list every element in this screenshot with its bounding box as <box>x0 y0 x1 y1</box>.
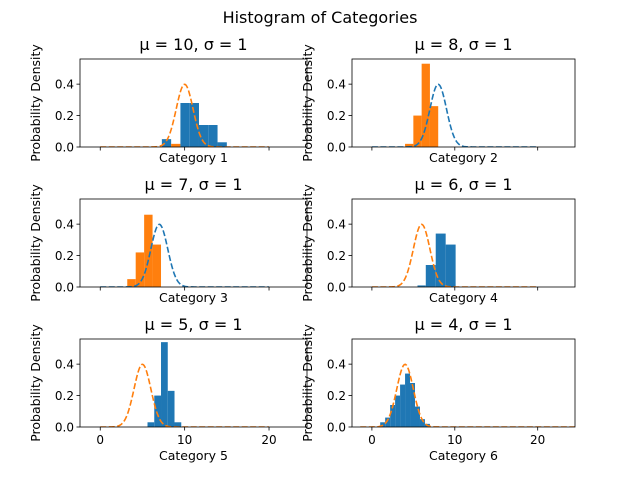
plot-area <box>100 342 270 427</box>
histogram-bar <box>135 252 145 287</box>
histogram-bar <box>405 143 414 147</box>
subplot-2: 0.0 0.2 0.4 μ = 8, σ = 1 Category 2 Probabili… <box>300 35 576 165</box>
y-tick-label: 0.4 <box>327 218 346 232</box>
y-tick-label: 0.2 <box>327 109 346 123</box>
histogram-bar <box>385 417 391 427</box>
y-tick-label: 0.2 <box>55 389 74 403</box>
y-axis-label: Probability Density <box>28 184 43 302</box>
x-axis-label: Category 6 <box>429 448 498 463</box>
histogram-bar <box>127 279 136 287</box>
y-tick-label: 0.4 <box>327 358 346 372</box>
histogram-bar <box>425 265 436 287</box>
axes-frame <box>351 58 576 148</box>
subplot-4: 0.0 0.2 0.4 μ = 6, σ = 1 Category 4 Probabili… <box>300 175 576 305</box>
histogram-bar <box>417 285 426 287</box>
histogram-bar <box>400 384 406 427</box>
axes-frame <box>351 338 576 428</box>
histogram-bar <box>413 115 422 147</box>
histogram-bar <box>147 422 155 427</box>
normal-pdf-curve <box>100 83 270 147</box>
y-tick-label: 0.0 <box>55 281 74 295</box>
axes-frame <box>79 198 308 288</box>
subplot-1: 0.0 0.2 0.4 μ = 10, σ = 1 Category 1 Probabil… <box>28 35 308 165</box>
histogram-bar <box>167 390 175 427</box>
y-tick-label: 0.0 <box>327 421 346 435</box>
subplot-3: 0.0 0.2 0.4 μ = 7, σ = 1 Category 3 Probabili… <box>28 175 308 305</box>
histogram-bar <box>174 422 182 427</box>
histogram-bar <box>435 233 446 287</box>
y-axis-label: Probability Density <box>28 324 43 442</box>
plot-area <box>100 83 270 147</box>
y-axis-label: Probability Density <box>300 44 315 162</box>
y-tick-label: 0.4 <box>55 78 74 92</box>
subplot-6: 0.0 0.2 0.4 0 10 20 μ = 4, σ = 1 Category 6 Prob… <box>300 315 576 463</box>
normal-pdf-curve <box>100 363 270 427</box>
histogram-bar <box>161 139 172 147</box>
y-tick-label: 0.2 <box>55 249 74 263</box>
y-tick-label: 0.2 <box>327 249 346 263</box>
histogram-bar <box>421 63 430 147</box>
y-tick-label: 0.0 <box>55 421 74 435</box>
x-tick-label: 10 <box>177 433 192 447</box>
subplot-title: μ = 5, σ = 1 <box>144 315 242 334</box>
subplot-grid: 0.0 0.2 0.4 μ = 10, σ = 1 Category 1 Probabil… <box>28 35 576 463</box>
subplot-title: μ = 6, σ = 1 <box>414 175 512 194</box>
histogram-bar <box>144 214 153 287</box>
y-tick-label: 0.4 <box>327 78 346 92</box>
y-axis-label: Probability Density <box>300 184 315 302</box>
axes-frame <box>79 58 308 148</box>
histogram-bar <box>180 103 190 147</box>
histogram-bar <box>208 125 218 147</box>
histogram-bar <box>152 244 162 287</box>
y-tick-label: 0.0 <box>327 281 346 295</box>
y-tick-label: 0.2 <box>327 389 346 403</box>
x-tick-label: 0 <box>368 433 376 447</box>
histogram-bar <box>405 373 411 427</box>
subplot-title: μ = 10, σ = 1 <box>139 35 247 54</box>
x-tick-label: 10 <box>447 433 462 447</box>
y-tick-label: 0.0 <box>55 141 74 155</box>
x-axis-label: Category 1 <box>159 150 228 165</box>
x-axis-label: Category 2 <box>429 150 498 165</box>
histogram-bar <box>390 405 396 427</box>
histogram-bar <box>171 143 181 147</box>
subplot-title: μ = 8, σ = 1 <box>414 35 512 54</box>
x-axis-label: Category 4 <box>429 290 498 305</box>
x-tick-label: 20 <box>530 433 545 447</box>
x-axis-label: Category 5 <box>159 448 228 463</box>
histogram-bar <box>217 142 227 147</box>
y-tick-label: 0.2 <box>55 109 74 123</box>
axes-frame <box>351 198 576 288</box>
y-tick-label: 0.4 <box>55 218 74 232</box>
histogram-bar <box>419 419 425 427</box>
y-tick-label: 0.4 <box>55 358 74 372</box>
x-tick-label: 20 <box>261 433 276 447</box>
histogram-bar <box>154 395 162 427</box>
figure-suptitle: Histogram of Categories <box>223 8 418 27</box>
histogram-bar <box>395 395 401 427</box>
histogram-bar <box>410 383 416 427</box>
histogram-bar <box>161 342 168 427</box>
x-tick-label: 0 <box>96 433 104 447</box>
axes-frame <box>79 338 308 428</box>
x-axis-label: Category 3 <box>159 290 228 305</box>
histogram-bar <box>429 106 439 147</box>
histogram-bar <box>189 103 199 147</box>
y-axis-label: Probability Density <box>28 44 43 162</box>
histogram-bar <box>445 244 456 287</box>
subplot-title: μ = 7, σ = 1 <box>144 175 242 194</box>
histogram-bar <box>198 125 209 147</box>
plot-area <box>371 63 538 147</box>
histogram-bar <box>415 406 420 427</box>
plot-area <box>360 363 575 427</box>
y-tick-label: 0.0 <box>327 141 346 155</box>
subplot-title: μ = 4, σ = 1 <box>414 315 512 334</box>
subplot-5: 0.0 0.2 0.4 0 10 20 μ = 5, σ = 1 Category 5 Prob… <box>28 315 308 463</box>
y-axis-label: Probability Density <box>300 324 315 442</box>
